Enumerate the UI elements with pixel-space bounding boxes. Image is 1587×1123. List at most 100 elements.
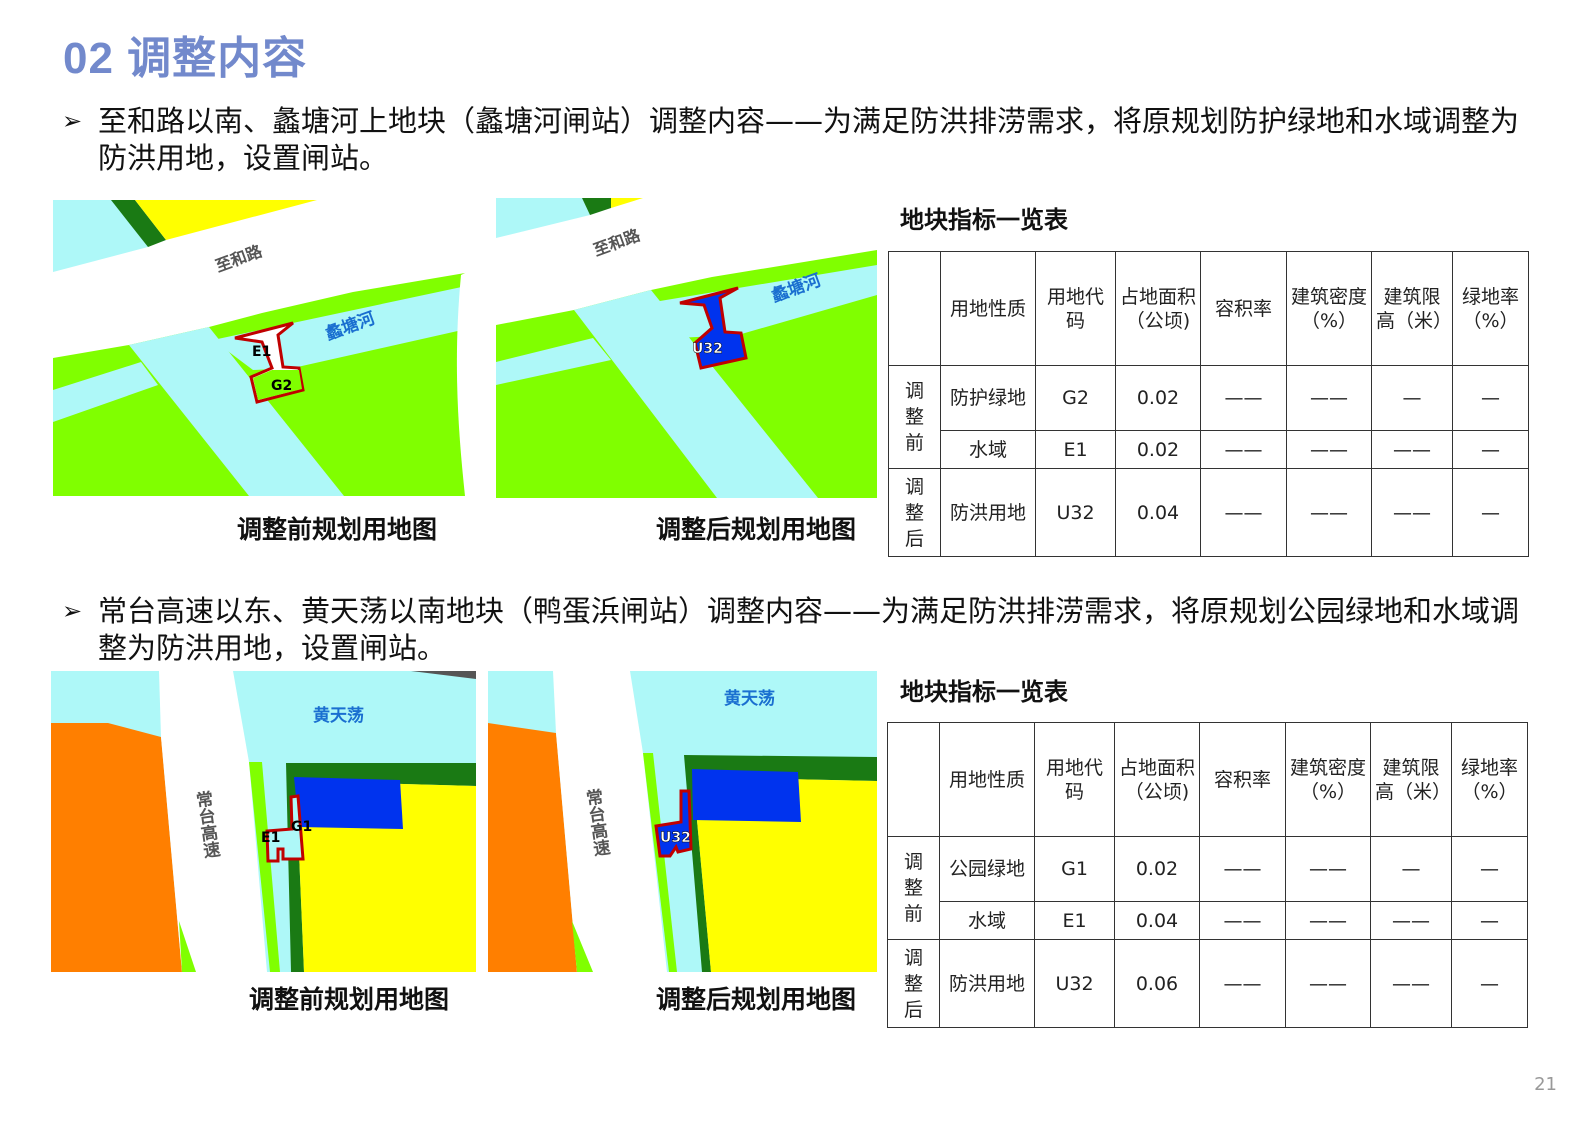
table-cell: —— xyxy=(1199,836,1286,902)
table-cell: 水域 xyxy=(940,430,1036,469)
table-cell: 0.02 xyxy=(1114,836,1200,902)
table-cell: — xyxy=(1451,836,1528,902)
table-cell: E1 xyxy=(1034,901,1115,940)
section-2-text: 常台高速以东、黄天荡以南地块（鸭蛋浜闸站）调整内容——为满足防洪排涝需求，将原规… xyxy=(98,594,1520,665)
table-title: 地块指标一览表 xyxy=(900,678,1068,706)
section-2-bullet: ➢ 常台高速以东、黄天荡以南地块（鸭蛋浜闸站）调整内容——为满足防洪排涝需求，将… xyxy=(62,593,1522,667)
table-cell: G1 xyxy=(1034,836,1115,902)
water-area xyxy=(53,200,148,272)
arrow-bullet-icon: ➢ xyxy=(62,597,83,625)
water-band-left xyxy=(53,362,158,422)
table-cell: —— xyxy=(1200,365,1287,431)
column-header: 绿地率（%） xyxy=(1452,251,1529,366)
table-header-row: 用地性质 用地代码 占地面积（公顷) 容积率 建筑密度（%） 建筑限高（米） 绿地率（%） xyxy=(888,251,1529,366)
parcel-label-u32: U32 xyxy=(692,341,723,357)
table-cell: —— xyxy=(1199,901,1286,940)
table-cell: 0.02 xyxy=(1115,365,1201,431)
section-1-bullet: ➢ 至和路以南、蠡塘河上地块（蠡塘河闸站）调整内容——为满足防洪排涝需求，将原规… xyxy=(62,103,1522,177)
column-header: 用地性质 xyxy=(940,251,1036,366)
column-header: 占地面积（公顷) xyxy=(1114,722,1200,837)
table-row: 调整后 防洪用地 U32 0.04 —— —— —— — xyxy=(888,468,1529,557)
blue-parcel xyxy=(294,777,403,829)
row-group-label: 调整前 xyxy=(887,836,940,940)
orange-parcel xyxy=(488,723,577,972)
column-header: 容积率 xyxy=(1199,722,1286,837)
parcel-u32 xyxy=(654,789,693,858)
page-number: 21 xyxy=(1534,1074,1557,1095)
table-cell: G2 xyxy=(1035,365,1116,431)
table-cell: — xyxy=(1370,836,1452,902)
river-label: 黄天荡 xyxy=(724,688,775,709)
table-header-row: 用地性质 用地代码 占地面积（公顷) 容积率 建筑密度（%） 建筑限高（米） 绿地率（%） xyxy=(887,722,1528,837)
parcel-label-g1: G1 xyxy=(291,819,312,835)
column-header: 建筑限高（米） xyxy=(1371,251,1453,366)
parcel-u32 xyxy=(679,286,748,370)
column-header: 绿地率（%） xyxy=(1451,722,1528,837)
table-cell: 防洪用地 xyxy=(940,468,1036,557)
table-cell: U32 xyxy=(1034,939,1115,1028)
table-cell: —— xyxy=(1285,836,1371,902)
table-cell: — xyxy=(1451,901,1528,940)
table-cell: — xyxy=(1451,939,1528,1028)
table-cell: — xyxy=(1452,430,1529,469)
row-group-label: 调整后 xyxy=(887,939,940,1028)
table-cell: 防护绿地 xyxy=(940,365,1036,431)
table-cell: —— xyxy=(1285,901,1371,940)
table-cell: E1 xyxy=(1035,430,1116,469)
table-cell: —— xyxy=(1370,901,1452,940)
orange-parcel xyxy=(51,723,182,972)
table-cell: —— xyxy=(1199,939,1286,1028)
parcel-label-e1: E1 xyxy=(261,830,280,846)
column-header: 容积率 xyxy=(1200,251,1287,366)
table-cell: —— xyxy=(1200,430,1287,469)
index-table-2: 用地性质 用地代码 占地面积（公顷) 容积率 建筑密度（%） 建筑限高（米） 绿地率（%）调… xyxy=(887,722,1528,1028)
table-cell: —— xyxy=(1286,468,1372,557)
table-cell: 公园绿地 xyxy=(939,836,1035,902)
parcel-label-u32: U32 xyxy=(660,830,691,846)
map-after-1: 至和路 蠡塘河 U32 xyxy=(496,198,877,498)
map-before-caption: 调整前规划用地图 xyxy=(249,985,450,1014)
table-cell: 0.06 xyxy=(1114,939,1200,1028)
road-changtai xyxy=(159,671,267,972)
column-header: 用地性质 xyxy=(939,722,1035,837)
column-header: 建筑限高（米） xyxy=(1370,722,1452,837)
column-header xyxy=(887,722,940,837)
table-title: 地块指标一览表 xyxy=(900,206,1068,234)
column-header: 用地代码 xyxy=(1035,251,1116,366)
index-table-1: 用地性质 用地代码 占地面积（公顷) 容积率 建筑密度（%） 建筑限高（米） 绿地率（%）调… xyxy=(888,251,1529,557)
table-cell: 0.02 xyxy=(1115,430,1201,469)
column-header: 建筑密度（%） xyxy=(1286,251,1372,366)
yellow-parcel xyxy=(693,777,877,972)
section-1-text: 至和路以南、蠡塘河上地块（蠡塘河闸站）调整内容——为满足防洪排涝需求，将原规划防… xyxy=(98,104,1520,175)
table-cell: — xyxy=(1452,468,1529,557)
map-before-1: 至和路 蠡塘河 E1 G2 xyxy=(53,200,471,496)
blue-parcel xyxy=(692,769,801,822)
map-before-caption: 调整前规划用地图 xyxy=(237,515,438,544)
parcel-outline-e1-g1 xyxy=(265,794,305,863)
parcel-label-g2: G2 xyxy=(271,378,292,394)
table-cell: —— xyxy=(1200,468,1287,557)
table-row: 水域 E1 0.02 —— —— —— — xyxy=(889,430,1529,469)
map-after-caption: 调整后规划用地图 xyxy=(656,515,857,544)
table-cell: 防洪用地 xyxy=(939,939,1035,1028)
green-strip xyxy=(286,763,476,972)
table-cell: —— xyxy=(1286,365,1372,431)
table-cell: —— xyxy=(1286,430,1372,469)
row-group-label: 调整前 xyxy=(888,365,941,469)
map-after-2: 黄天荡 常台高速 U32 xyxy=(488,671,877,972)
table-cell: —— xyxy=(1370,939,1452,1028)
protective-green-strip xyxy=(111,200,166,247)
row-group-label: 调整后 xyxy=(888,468,941,557)
parcel-label-e1: E1 xyxy=(252,344,271,360)
table-cell: 水域 xyxy=(939,901,1035,940)
map-before-2: 黄天荡 常台高速 E1 G1 xyxy=(51,671,476,972)
column-header xyxy=(888,251,941,366)
yellow-parcel xyxy=(296,781,476,972)
table-cell: 0.04 xyxy=(1114,901,1200,940)
water-channel xyxy=(129,327,344,496)
table-cell: — xyxy=(1371,365,1453,431)
table-row: 调整前 公园绿地 G1 0.02 —— —— — — xyxy=(887,836,1528,940)
water-channel xyxy=(574,290,818,498)
table-cell: —— xyxy=(1371,430,1453,469)
table-cell: — xyxy=(1452,365,1529,431)
